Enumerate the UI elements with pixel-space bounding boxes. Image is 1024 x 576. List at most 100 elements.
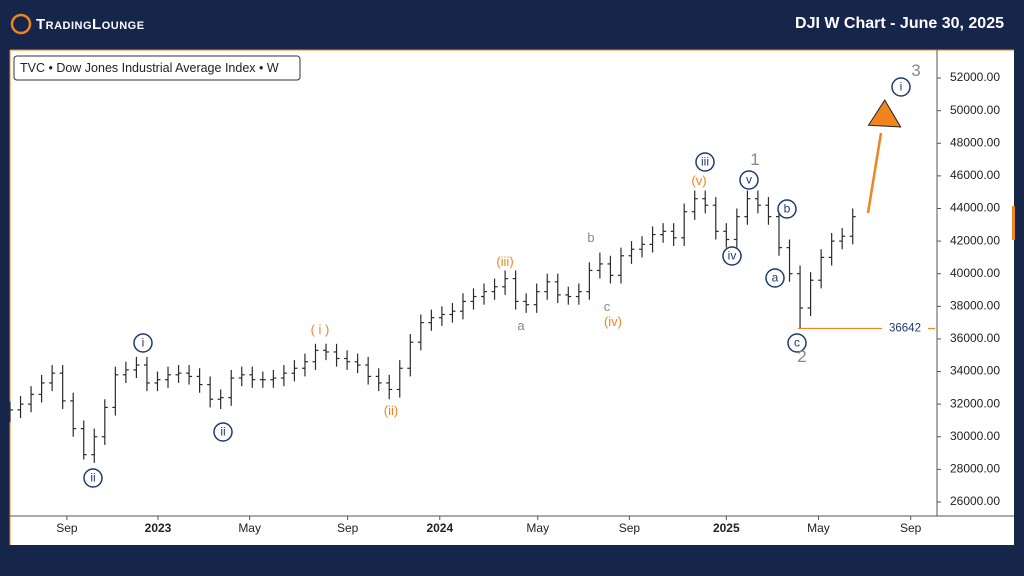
ohlc-bar — [438, 306, 445, 326]
y-tick-label: 52000.00 — [950, 70, 1000, 84]
x-tick-label: Sep — [337, 521, 359, 535]
ohlc-bar — [396, 360, 403, 398]
ohlc-bar — [175, 365, 182, 383]
wave-circle — [722, 246, 742, 266]
wave-circle — [695, 152, 715, 172]
ohlc-bar — [165, 366, 172, 388]
ohlc-bar — [512, 270, 519, 310]
scroll-marker — [1012, 206, 1015, 240]
ohlc-bar — [217, 389, 224, 410]
wave-label: (v) — [691, 173, 706, 188]
ohlc-bar — [681, 203, 688, 246]
ohlc-bar — [291, 360, 298, 382]
wave-label: b — [587, 230, 594, 245]
ohlc-bar — [828, 232, 835, 266]
ohlc-bar — [196, 368, 203, 393]
x-tick-label: Sep — [56, 521, 78, 535]
ohlc-bar — [7, 401, 13, 423]
wave-label: (ii) — [384, 403, 398, 418]
ohlc-bar — [660, 223, 667, 243]
wave-label: iv — [728, 249, 737, 263]
wave-label: 2 — [797, 347, 806, 366]
wave-label: b — [784, 202, 791, 216]
ohlc-bar — [533, 283, 540, 313]
ohlc-bar — [133, 356, 140, 379]
ohlc-bar — [544, 273, 551, 300]
symbol-box — [13, 55, 301, 81]
wave-label: ii — [220, 425, 225, 439]
x-tick-label: Sep — [900, 521, 922, 535]
y-tick-label: 38000.00 — [950, 298, 1000, 312]
ohlc-bar — [596, 252, 603, 279]
ohlc-bar — [38, 374, 45, 403]
y-tick-label: 30000.00 — [950, 429, 1000, 443]
y-tick-label: 28000.00 — [950, 462, 1000, 476]
ohlc-bar — [470, 288, 477, 310]
ohlc-bar — [586, 262, 593, 300]
wave-label: 3 — [911, 61, 920, 80]
ohlc-bar — [101, 399, 108, 445]
ohlc-bar — [143, 356, 150, 392]
wave-circle — [891, 77, 911, 97]
ohlc-bar — [238, 366, 245, 387]
ohlc-bar — [839, 228, 846, 250]
ohlc-bar — [259, 371, 266, 388]
wave-label: a — [772, 271, 779, 285]
logo-text: TradingLounge — [36, 16, 145, 33]
logo: TradingLounge — [10, 13, 145, 35]
y-tick-label: 44000.00 — [950, 201, 1000, 215]
ohlc-bar — [786, 239, 793, 282]
ohlc-bar — [333, 343, 340, 367]
ohlc-bar — [28, 386, 35, 413]
ohlc-bar — [775, 208, 782, 256]
ohlc-bar — [723, 223, 730, 248]
y-tick-label: 40000.00 — [950, 266, 1000, 280]
wave-circle — [787, 333, 807, 353]
ohlc-bar — [797, 265, 804, 329]
y-tick-label: 34000.00 — [950, 364, 1000, 378]
ohlc-bar — [249, 366, 256, 388]
wave-circle — [739, 170, 759, 190]
level-label: 36642 — [889, 322, 921, 334]
wave-circle — [133, 333, 153, 353]
wave-circle — [83, 468, 103, 488]
plot: 26000.00 28000.00 30000.00 32000.00 34000.00… — [7, 61, 1000, 535]
y-tick-label: 42000.00 — [950, 233, 1000, 247]
ohlc-bar — [428, 309, 435, 331]
ohlc-bar — [354, 353, 361, 374]
x-tick-label: 2023 — [145, 521, 172, 535]
ohlc-bar — [639, 236, 646, 258]
ohlc-bar — [365, 356, 372, 385]
wave-label: a — [517, 318, 525, 333]
wave-label: ( i ) — [311, 322, 330, 337]
ohlc-bar — [754, 190, 761, 214]
wave-label: c — [604, 299, 611, 314]
level-label-bg — [882, 320, 928, 337]
ohlc-bar — [702, 190, 709, 214]
ohlc-bar — [312, 343, 319, 370]
ohlc-bar — [670, 223, 677, 246]
ohlc-bar — [17, 395, 24, 419]
ohlc-bar — [228, 369, 235, 406]
x-tick-label: May — [526, 521, 549, 535]
ohlc-bar — [617, 247, 624, 284]
ohlc-bar — [344, 350, 351, 370]
ohlc-bar — [80, 420, 87, 460]
y-tick-label: 48000.00 — [950, 135, 1000, 149]
wave-circle — [213, 422, 233, 442]
ohlc-bar — [449, 303, 456, 323]
y-tick-label: 32000.00 — [950, 396, 1000, 410]
ohlc-bar — [765, 197, 772, 225]
logo-icon — [10, 13, 32, 35]
ohlc-bar — [733, 208, 740, 248]
ohlc-bar — [502, 270, 509, 295]
y-tick-label: 50000.00 — [950, 103, 1000, 117]
ohlc-bar — [554, 273, 561, 304]
ohlc-bar — [59, 365, 66, 410]
wave-label: (iii) — [496, 254, 513, 269]
ohlc-bar — [628, 241, 635, 264]
x-tick-label: Sep — [619, 521, 641, 535]
ohlc-bar — [91, 428, 98, 463]
wave-label: 1 — [750, 150, 759, 169]
ohlc-bar — [280, 365, 287, 387]
